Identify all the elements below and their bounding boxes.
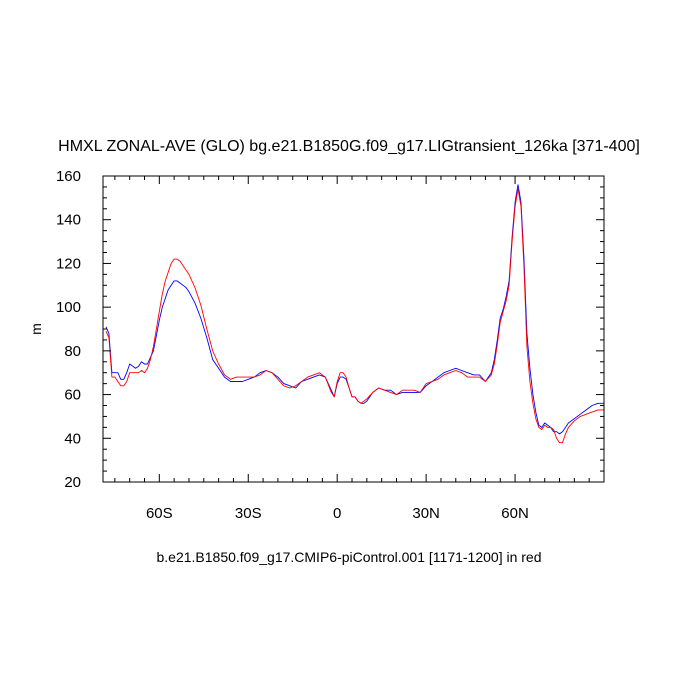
tick-marks bbox=[103, 175, 605, 483]
x-tick-label: 30N bbox=[412, 505, 440, 522]
plot-frame bbox=[102, 175, 605, 483]
y-tick-label: 120 bbox=[56, 255, 81, 272]
plot-area: 60S 30S 0 30N 60N 20 40 60 80 100 120 140 160 bbox=[56, 168, 605, 522]
y-tick-label: 160 bbox=[56, 168, 81, 185]
x-tick-label: 60N bbox=[501, 505, 529, 522]
y-tick-label: 100 bbox=[56, 299, 81, 316]
y-axis-label: m bbox=[28, 323, 44, 335]
x-tick-labels: 60S 30S 0 30N 60N bbox=[146, 505, 529, 522]
x-tick-label: 0 bbox=[333, 505, 341, 522]
y-tick-label: 40 bbox=[64, 430, 81, 447]
y-tick-label: 80 bbox=[64, 343, 81, 360]
chart-title: HMXL ZONAL-AVE (GLO) bg.e21.B1850G.f09_g… bbox=[58, 138, 640, 155]
y-tick-label: 140 bbox=[56, 212, 81, 229]
series-line-2 bbox=[105, 188, 604, 444]
x-tick-label: 60S bbox=[146, 505, 173, 522]
y-tick-label: 20 bbox=[64, 474, 81, 491]
x-tick-label: 30S bbox=[235, 505, 262, 522]
y-tick-label: 60 bbox=[64, 387, 81, 404]
chart-caption: b.e21.B1850.f09_g17.CMIP6-piControl.001 … bbox=[156, 549, 541, 565]
series-layer bbox=[105, 184, 604, 444]
y-tick-labels: 20 40 60 80 100 120 140 160 bbox=[56, 168, 81, 491]
